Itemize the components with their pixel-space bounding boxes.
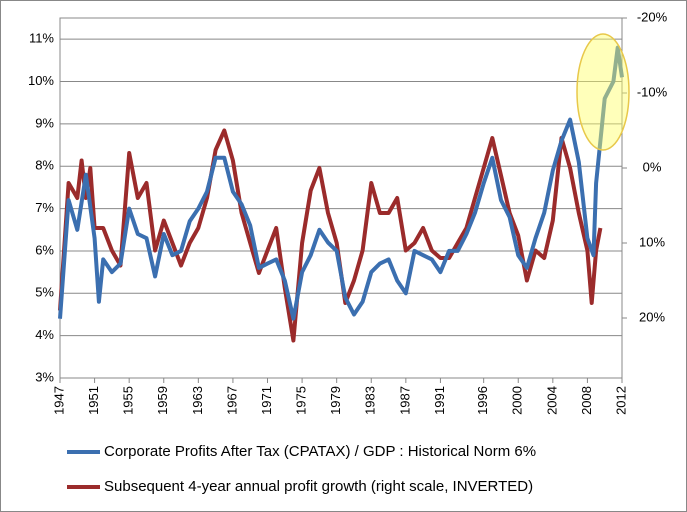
grid <box>59 17 627 383</box>
y-tick-label: 4% <box>35 327 54 342</box>
y-tick-label: 8% <box>35 158 54 173</box>
x-tick-label: 1947 <box>51 386 66 415</box>
x-tick-label: 1991 <box>432 386 447 415</box>
legend-label: Subsequent 4-year annual profit growth (… <box>104 478 533 495</box>
x-tick-label: 1951 <box>86 386 101 415</box>
x-tick-label: 2008 <box>579 386 594 415</box>
x-tick-label: 1979 <box>328 386 343 415</box>
x-tick-label: 1967 <box>224 386 239 415</box>
series-line <box>58 128 603 343</box>
y-tick-label: 11% <box>29 31 54 46</box>
y2-tick-label: -10% <box>637 84 668 99</box>
y-tick-label: 3% <box>35 369 54 384</box>
x-tick-label: 1983 <box>363 386 378 415</box>
x-tick-label: 2004 <box>544 386 559 415</box>
y2-tick-label: 10% <box>639 234 665 249</box>
x-tick-label: 2000 <box>510 386 525 415</box>
legend-label: Corporate Profits After Tax (CPATAX) / G… <box>104 443 536 460</box>
x-tick-label: 1959 <box>155 386 170 415</box>
y-tick-label: 7% <box>35 200 54 215</box>
y-tick-label: 6% <box>35 242 54 257</box>
x-tick-label: 1955 <box>121 386 136 415</box>
y-tick-label: 5% <box>35 285 54 300</box>
x-tick-label: 1996 <box>475 386 490 415</box>
labels: 3% 4% 5% 6% 7% 8% 9% 10% 11% -20% -10% 0% 10% 20% 1947… <box>28 9 668 495</box>
series-line <box>58 45 624 321</box>
x-tick-label: 1987 <box>397 386 412 415</box>
y2-tick-label: -20% <box>637 9 668 24</box>
x-tick-label: 1975 <box>294 386 309 415</box>
highlight-ellipse <box>576 33 630 151</box>
y2-tick-label: 20% <box>639 309 665 324</box>
lines <box>58 45 624 343</box>
x-tick-label: 1963 <box>190 386 205 415</box>
y-tick-label: 10% <box>28 73 54 88</box>
y2-tick-label: 0% <box>643 159 662 174</box>
x-tick-label: 1971 <box>259 386 274 415</box>
x-tick-label: 2012 <box>613 386 628 415</box>
y-tick-label: 9% <box>35 115 54 130</box>
